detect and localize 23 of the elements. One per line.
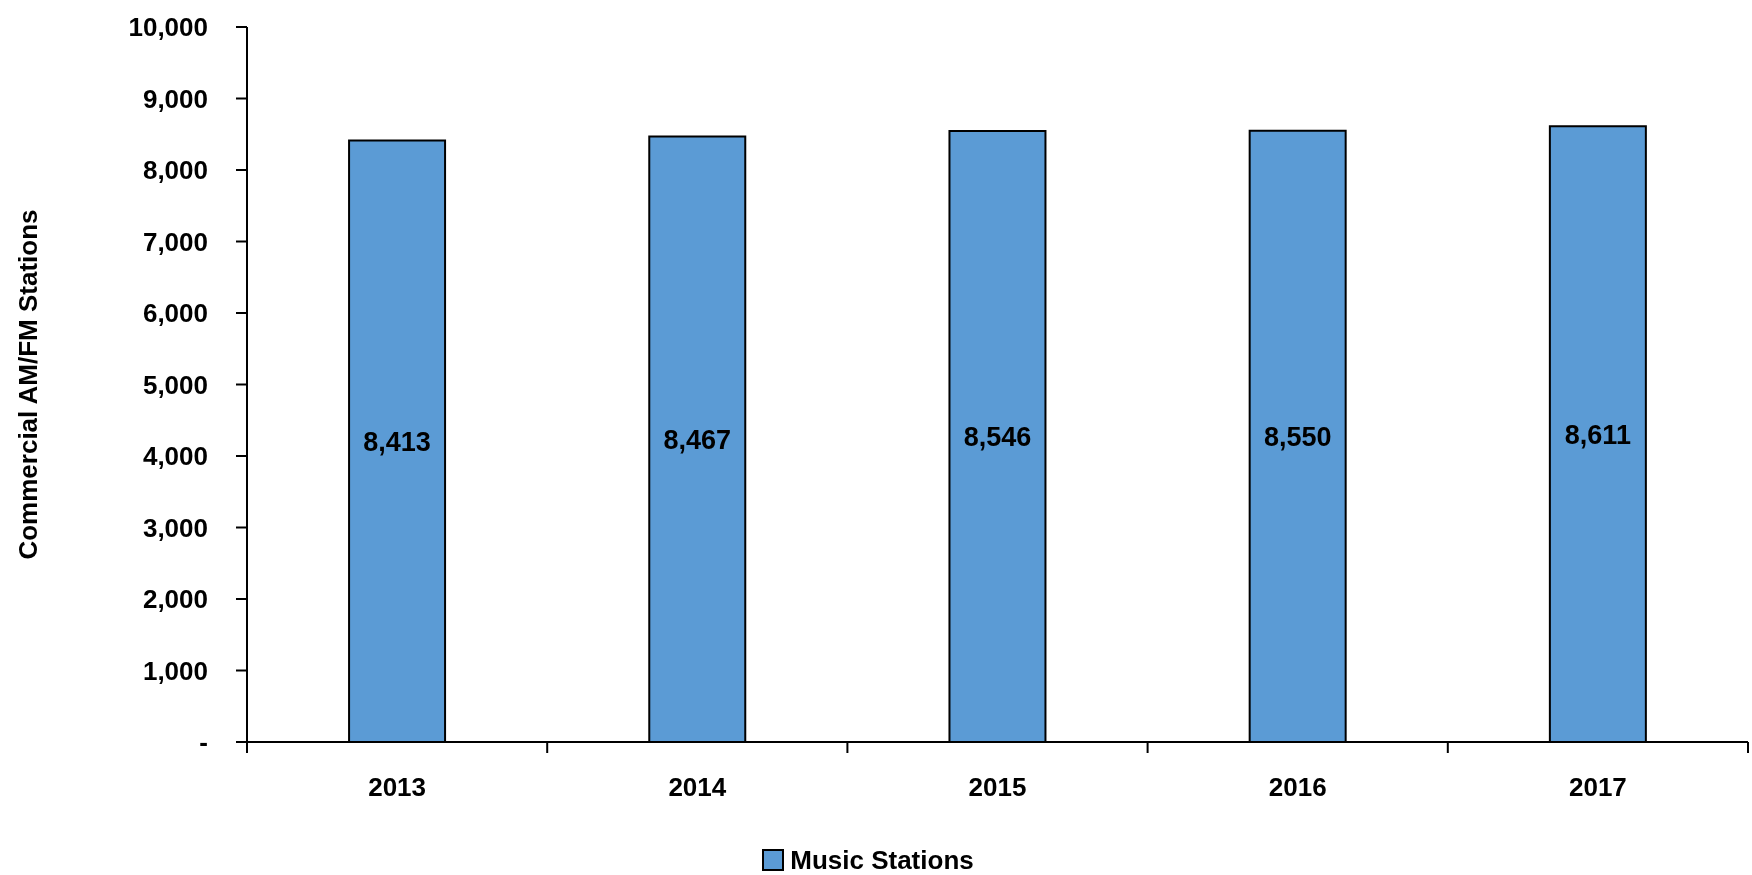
legend-label: Music Stations [790, 844, 974, 875]
x-tick-label: 2015 [968, 772, 1027, 802]
data-label: 8,546 [963, 422, 1032, 453]
y-tick-label: - [199, 727, 208, 758]
data-label: 8,413 [363, 426, 431, 457]
y-tick-label: 6,000 [142, 298, 208, 329]
x-tick-label: 2013 [368, 772, 427, 802]
x-tick-label: 2017 [1568, 772, 1627, 802]
y-tick-label: 5,000 [142, 369, 208, 400]
y-tick-label: 2,000 [142, 584, 208, 615]
y-tick-label: 1,000 [142, 655, 208, 686]
y-tick-label: 7,000 [142, 226, 208, 257]
y-tick-label: 3,000 [142, 512, 208, 543]
data-label: 8,611 [1564, 419, 1631, 450]
x-tick-label: 2014 [668, 772, 727, 802]
y-axis-title: Commercial AM/FM Stations [13, 209, 43, 560]
y-tick-label: 4,000 [142, 441, 208, 472]
data-label: 8,467 [663, 424, 732, 455]
x-tick-label: 2016 [1268, 772, 1327, 802]
data-label: 8,550 [1263, 421, 1332, 452]
y-tick-label: 10,000 [128, 12, 208, 43]
y-tick-label: 9,000 [142, 83, 208, 114]
y-tick-label: 8,000 [142, 155, 208, 186]
